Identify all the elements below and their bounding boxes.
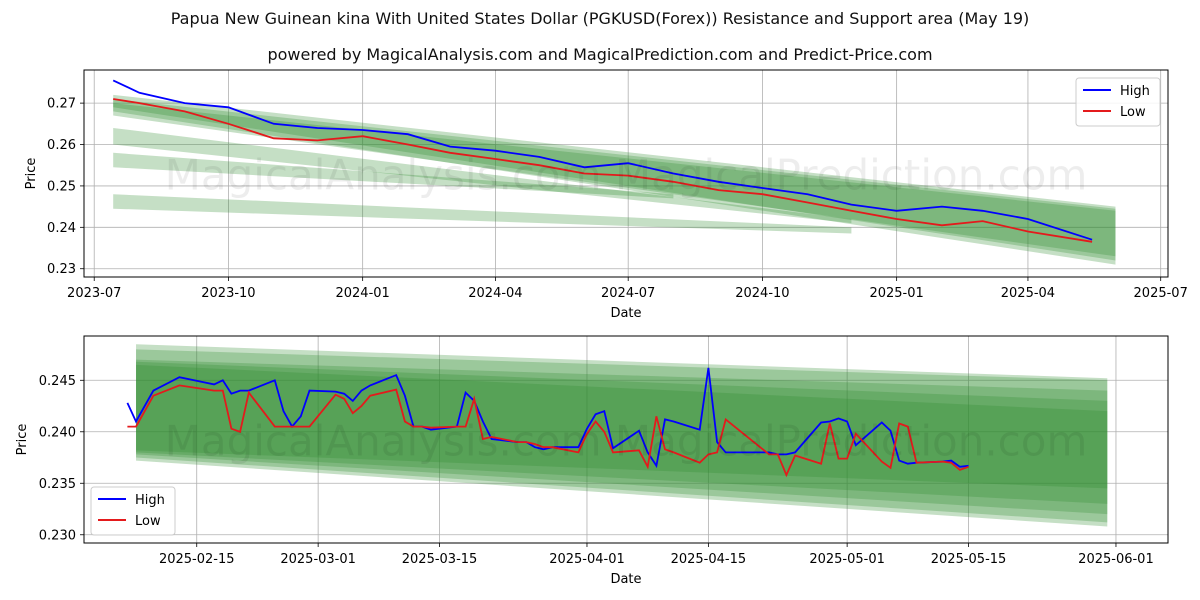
y-tick-label: 0.24 [47, 221, 76, 236]
support-resistance-band [136, 344, 1108, 527]
legend-label-low: Low [1120, 105, 1146, 120]
x-tick-label: 2024-01 [335, 286, 389, 301]
support-resistance-band [113, 152, 674, 199]
axes-frame [83, 69, 1169, 278]
x-tick-label: 2025-06-01 [1078, 552, 1154, 567]
support-resistance-band [113, 98, 1116, 261]
plot-area [112, 79, 1116, 265]
x-tick-label: 2025-05-15 [931, 552, 1007, 567]
series-line-low [127, 384, 969, 478]
x-tick-label: 2025-03-01 [280, 552, 356, 567]
y-axis-label: Price [24, 158, 39, 190]
chart-subtitle: powered by MagicalAnalysis.com and Magic… [267, 45, 933, 64]
legend-label-high: High [1120, 84, 1150, 99]
series-line-high [112, 79, 1093, 241]
legend-label-low: Low [135, 514, 161, 529]
series-line-high [126, 367, 969, 469]
chart-panel-1: MagicalAnalysis.com MagicalPrediction.co… [24, 69, 1188, 321]
x-tick-label: 2024-07 [601, 286, 655, 301]
legend-label-high: High [135, 493, 165, 508]
watermark: MagicalAnalysis.com MagicalPrediction.co… [165, 417, 1088, 466]
axes-frame [83, 335, 1169, 544]
y-tick-label: 0.23 [47, 262, 76, 277]
series-line-low [113, 98, 1093, 243]
chart-title: Papua New Guinean kina With United State… [170, 9, 1030, 28]
chart-panel-2: MagicalAnalysis.com MagicalPrediction.co… [15, 335, 1169, 587]
y-tick-label: 0.26 [47, 138, 76, 153]
y-tick-label: 0.27 [47, 97, 76, 112]
y-axis-label: Price [15, 424, 30, 456]
y-tick-label: 0.235 [39, 477, 76, 492]
x-axis-label: Date [610, 572, 641, 587]
x-tick-label: 2023-07 [67, 286, 121, 301]
x-axis-label: Date [610, 306, 641, 321]
support-resistance-band [113, 194, 852, 234]
support-resistance-band [136, 364, 1108, 489]
watermark: MagicalAnalysis.com MagicalPrediction.co… [165, 151, 1088, 200]
x-tick-label: 2025-05-01 [809, 552, 885, 567]
support-resistance-band [136, 361, 1108, 504]
x-tick-label: 2025-02-15 [159, 552, 235, 567]
y-tick-label: 0.245 [39, 374, 76, 389]
support-resistance-band [113, 103, 1116, 257]
y-tick-label: 0.25 [47, 179, 76, 194]
support-resistance-band [136, 349, 1108, 523]
x-tick-label: 2025-04-15 [671, 552, 747, 567]
x-tick-label: 2024-10 [735, 286, 789, 301]
x-tick-label: 2025-03-15 [402, 552, 478, 567]
x-tick-label: 2023-10 [201, 286, 255, 301]
y-tick-label: 0.230 [39, 528, 76, 543]
y-tick-label: 0.240 [39, 425, 76, 440]
x-tick-label: 2025-07 [1134, 286, 1188, 301]
x-tick-label: 2025-04-01 [549, 552, 625, 567]
support-resistance-band [136, 359, 1108, 515]
x-tick-label: 2024-04 [468, 286, 522, 301]
support-resistance-band [113, 127, 852, 224]
x-tick-label: 2025-04 [1001, 286, 1055, 301]
legend: High Low [90, 486, 176, 536]
legend: High Low [1075, 77, 1161, 127]
x-tick-label: 2025-01 [869, 286, 923, 301]
plot-area [126, 344, 1108, 527]
